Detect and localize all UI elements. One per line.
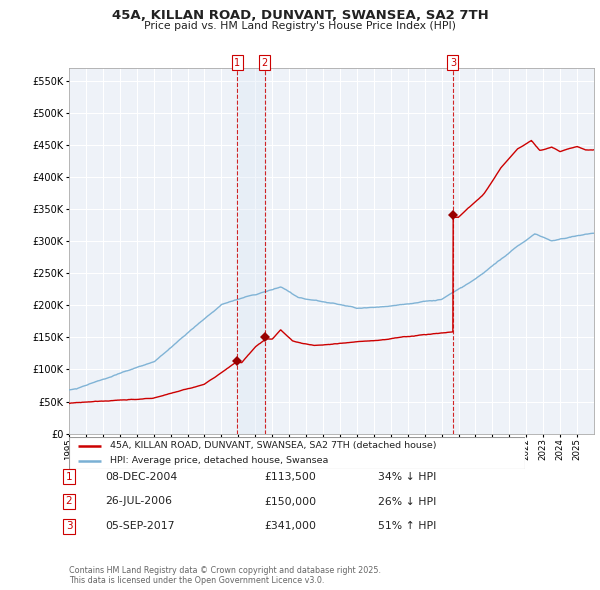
Text: 3: 3 [450, 58, 456, 68]
Text: 2: 2 [262, 58, 268, 68]
Text: 45A, KILLAN ROAD, DUNVANT, SWANSEA, SA2 7TH (detached house): 45A, KILLAN ROAD, DUNVANT, SWANSEA, SA2 … [110, 441, 437, 450]
Text: 26% ↓ HPI: 26% ↓ HPI [378, 497, 436, 506]
Text: 1: 1 [65, 472, 73, 481]
Text: Price paid vs. HM Land Registry's House Price Index (HPI): Price paid vs. HM Land Registry's House … [144, 21, 456, 31]
Text: Contains HM Land Registry data © Crown copyright and database right 2025.
This d: Contains HM Land Registry data © Crown c… [69, 566, 381, 585]
Text: 3: 3 [65, 522, 73, 531]
Text: 08-DEC-2004: 08-DEC-2004 [105, 472, 177, 481]
Text: 34% ↓ HPI: 34% ↓ HPI [378, 472, 436, 481]
Text: 51% ↑ HPI: 51% ↑ HPI [378, 522, 436, 531]
Text: £150,000: £150,000 [264, 497, 316, 506]
Text: 45A, KILLAN ROAD, DUNVANT, SWANSEA, SA2 7TH: 45A, KILLAN ROAD, DUNVANT, SWANSEA, SA2 … [112, 9, 488, 22]
Text: 2: 2 [65, 497, 73, 506]
Text: 1: 1 [234, 58, 240, 68]
Text: HPI: Average price, detached house, Swansea: HPI: Average price, detached house, Swan… [110, 457, 328, 466]
Bar [237, 68, 265, 434]
Text: £341,000: £341,000 [264, 522, 316, 531]
Text: £113,500: £113,500 [264, 472, 316, 481]
Text: 26-JUL-2006: 26-JUL-2006 [105, 497, 172, 506]
Text: 05-SEP-2017: 05-SEP-2017 [105, 522, 175, 531]
